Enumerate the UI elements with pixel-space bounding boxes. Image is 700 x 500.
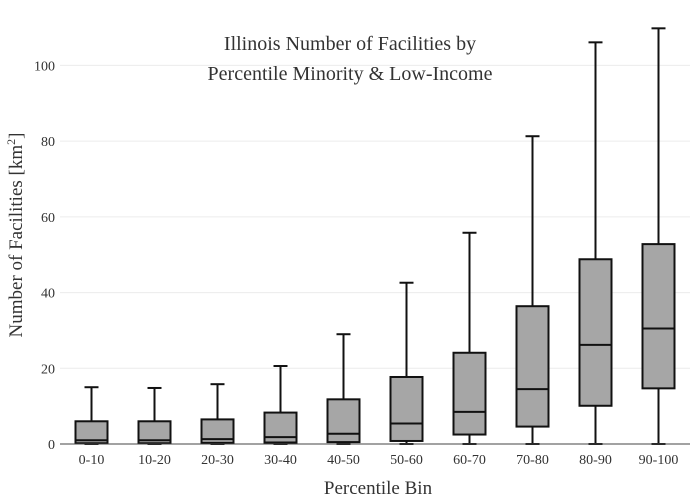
iqr-box <box>641 243 676 390</box>
x-tick-label: 80-90 <box>579 453 612 468</box>
iqr-box <box>200 418 235 444</box>
y-tick-label: 100 <box>34 59 55 74</box>
boxes <box>74 27 676 445</box>
y-tick-label: 40 <box>41 287 55 302</box>
x-tick-label: 20-30 <box>201 453 234 468</box>
x-axis-title: Percentile Bin <box>324 478 433 499</box>
iqr-box <box>578 258 613 407</box>
y-tick-label: 80 <box>41 135 55 150</box>
box-30-40 <box>263 365 298 445</box>
x-tick-label: 40-50 <box>327 453 360 468</box>
y-axis-title-close: ] <box>6 133 27 139</box>
box-60-70 <box>452 231 487 445</box>
x-tick-label: 70-80 <box>516 453 549 468</box>
box-0-10 <box>74 386 109 445</box>
box-10-20 <box>137 386 172 445</box>
chart-title-line-2: Percentile Minority & Low-Income <box>208 63 493 85</box>
x-tick-labels: 0-10 10-20 20-30 30-40 40-50 50-60 60-70 70-80 8… <box>79 453 679 468</box>
box-40-50 <box>326 333 361 445</box>
y-axis-title-superscript: 2 <box>4 139 18 145</box>
y-axis-title: Number of Facilities [km2] <box>4 133 27 338</box>
box-50-60 <box>389 281 424 445</box>
y-tick-label: 0 <box>48 438 55 453</box>
y-axis-title-main: Number of Facilities [km <box>6 145 27 338</box>
x-tick-label: 30-40 <box>264 453 297 468</box>
x-tick-label: 60-70 <box>453 453 486 468</box>
x-tick-label: 10-20 <box>138 453 171 468</box>
chart-title-line-1: Illinois Number of Facilities by <box>224 33 476 55</box>
iqr-box <box>515 305 550 428</box>
iqr-box <box>389 375 424 442</box>
box-20-30 <box>200 383 235 445</box>
box-70-80 <box>515 135 550 445</box>
iqr-box <box>326 398 361 444</box>
iqr-box <box>74 420 109 445</box>
y-tick-label: 60 <box>41 211 55 226</box>
x-tick-label: 50-60 <box>390 453 423 468</box>
y-tick-label: 20 <box>41 362 55 377</box>
iqr-box <box>137 420 172 445</box>
x-tick-label: 0-10 <box>79 453 105 468</box>
box-90-100 <box>641 27 676 445</box>
iqr-box <box>452 351 487 436</box>
box-80-90 <box>578 41 613 445</box>
x-tick-label: 90-100 <box>639 453 679 468</box>
y-tick-labels: 0 20 40 60 80 100 <box>34 59 55 453</box>
